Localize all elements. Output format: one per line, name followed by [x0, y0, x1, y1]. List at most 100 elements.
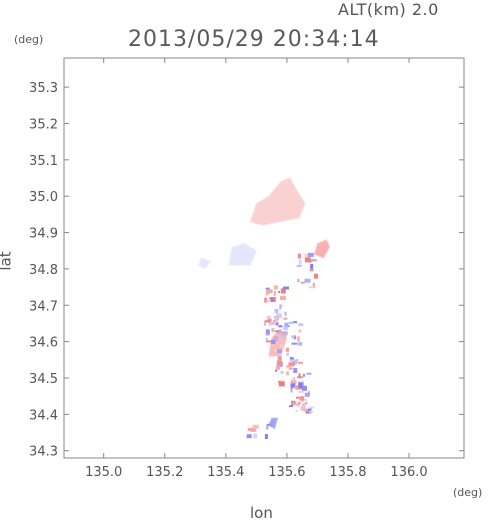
echo-pixel	[276, 352, 281, 355]
echo-pixel	[296, 359, 299, 363]
echo-pixel	[275, 330, 281, 333]
echo-pixel	[294, 387, 298, 390]
x-tick-label: 135.6	[268, 465, 305, 480]
echo-pixel	[295, 409, 298, 412]
echo-pixel	[297, 279, 300, 282]
echo-pixel	[277, 360, 282, 366]
echo-pixel	[290, 386, 294, 389]
echo-pixel	[265, 320, 271, 323]
x-tick-label: 136.0	[390, 465, 427, 480]
y-tick-label: 35.0	[29, 190, 58, 205]
echo-pixel	[298, 329, 302, 333]
echo-pixel	[273, 290, 276, 296]
echo-pixel	[275, 322, 279, 326]
echo-pixel	[303, 408, 309, 412]
y-tick-label: 34.8	[29, 263, 58, 278]
echo-pixel	[275, 369, 278, 372]
echo-pixel	[273, 316, 279, 319]
x-axis-unit: (deg)	[453, 486, 483, 499]
echo-pixel	[304, 257, 311, 263]
echo-pixel	[309, 410, 314, 413]
echo-pixel	[280, 344, 284, 348]
echo-pixel	[304, 278, 311, 283]
echo-pixel	[293, 336, 296, 340]
echo-pixel	[293, 321, 298, 324]
echo-pixel	[283, 286, 289, 290]
echo-pixel	[265, 340, 272, 343]
echo-pixel	[266, 423, 272, 426]
echo-pixel	[291, 342, 298, 345]
echo-pixel	[297, 361, 303, 364]
echo-pixel	[274, 309, 279, 313]
echo-pixel	[271, 340, 276, 344]
echo-pixel	[307, 252, 314, 257]
echo-pixel	[276, 349, 282, 354]
echo-region	[313, 239, 331, 259]
echo-pixel	[301, 403, 306, 407]
echo-pixel	[264, 297, 268, 303]
echo-pixel	[278, 329, 282, 334]
echo-pixel	[276, 358, 279, 362]
echo-pixel	[290, 382, 296, 388]
altitude-label: ALT(km) 2.0	[338, 0, 439, 19]
y-tick-label: 34.6	[29, 336, 58, 351]
y-tick-label: 34.9	[29, 227, 58, 242]
echo-pixel	[283, 317, 288, 320]
echo-pixel	[298, 391, 304, 393]
echo-pixel	[288, 367, 293, 370]
echo-pixel	[265, 329, 270, 335]
echo-pixel	[269, 321, 276, 326]
echo-pixel	[280, 288, 286, 294]
echo-pixel	[298, 373, 301, 379]
echo-pixel	[306, 372, 312, 375]
y-tick-label: 35.3	[29, 81, 58, 96]
echo-pixel	[274, 317, 278, 323]
echo-pixel	[288, 362, 295, 367]
echo-pixel	[314, 273, 318, 279]
echo-region	[197, 257, 212, 270]
echo-pixel	[300, 406, 306, 411]
echo-pixel	[247, 428, 254, 431]
x-tick-label: 135.0	[85, 465, 122, 480]
echo-pixel	[291, 401, 297, 406]
echo-pixel	[278, 381, 285, 387]
echo-pixel	[276, 364, 281, 370]
echo-pixel	[264, 320, 267, 326]
echo-pixel	[300, 399, 304, 402]
echo-pixel	[308, 286, 314, 289]
echo-pixel	[276, 313, 282, 319]
echo-pixel	[276, 318, 279, 321]
echo-pixel	[304, 399, 307, 401]
echo-pixel	[264, 434, 268, 439]
echo-pixel	[266, 425, 269, 430]
echo-pixel	[286, 365, 291, 369]
echo-pixel	[280, 296, 286, 301]
y-tick-label: 34.4	[29, 408, 58, 423]
echo-pixel	[309, 269, 314, 272]
echo-pixel	[266, 299, 271, 303]
echo-pixel	[304, 392, 310, 397]
echo-pixel	[290, 357, 295, 360]
tick-layer: 135.0 135.2 135.4 135.6 135.8 136.0 35.3 35.2 35…	[29, 58, 464, 480]
echo-pixel	[266, 315, 271, 320]
echo-region	[228, 242, 258, 266]
echo-pixel	[266, 289, 273, 294]
echo-pixel	[279, 304, 282, 310]
echo-pixel	[290, 388, 293, 393]
echo-pixel	[293, 403, 299, 406]
y-tick-label: 34.3	[29, 445, 58, 460]
echo-pixel	[312, 282, 315, 288]
echo-pixel	[298, 341, 303, 346]
echo-pixel	[268, 324, 271, 327]
echo-pixel	[289, 405, 293, 408]
echo-pixel	[310, 264, 314, 269]
y-tick-label: 34.5	[29, 372, 58, 387]
echo-pixel	[286, 352, 290, 356]
echo-pixel	[297, 253, 301, 259]
echo-pixel	[265, 337, 268, 342]
y-tick-label: 35.2	[29, 117, 58, 132]
echo-pixel	[298, 401, 301, 405]
echo-pixel	[305, 402, 308, 405]
echo-pixel	[298, 323, 304, 327]
